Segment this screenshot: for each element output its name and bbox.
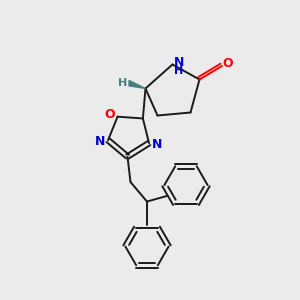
Text: N: N — [94, 135, 105, 148]
Text: H: H — [175, 66, 184, 76]
Text: O: O — [222, 57, 233, 70]
Text: H: H — [118, 78, 127, 88]
Text: O: O — [105, 108, 116, 121]
Text: N: N — [174, 56, 184, 69]
Text: N: N — [152, 138, 163, 151]
Polygon shape — [129, 80, 146, 88]
